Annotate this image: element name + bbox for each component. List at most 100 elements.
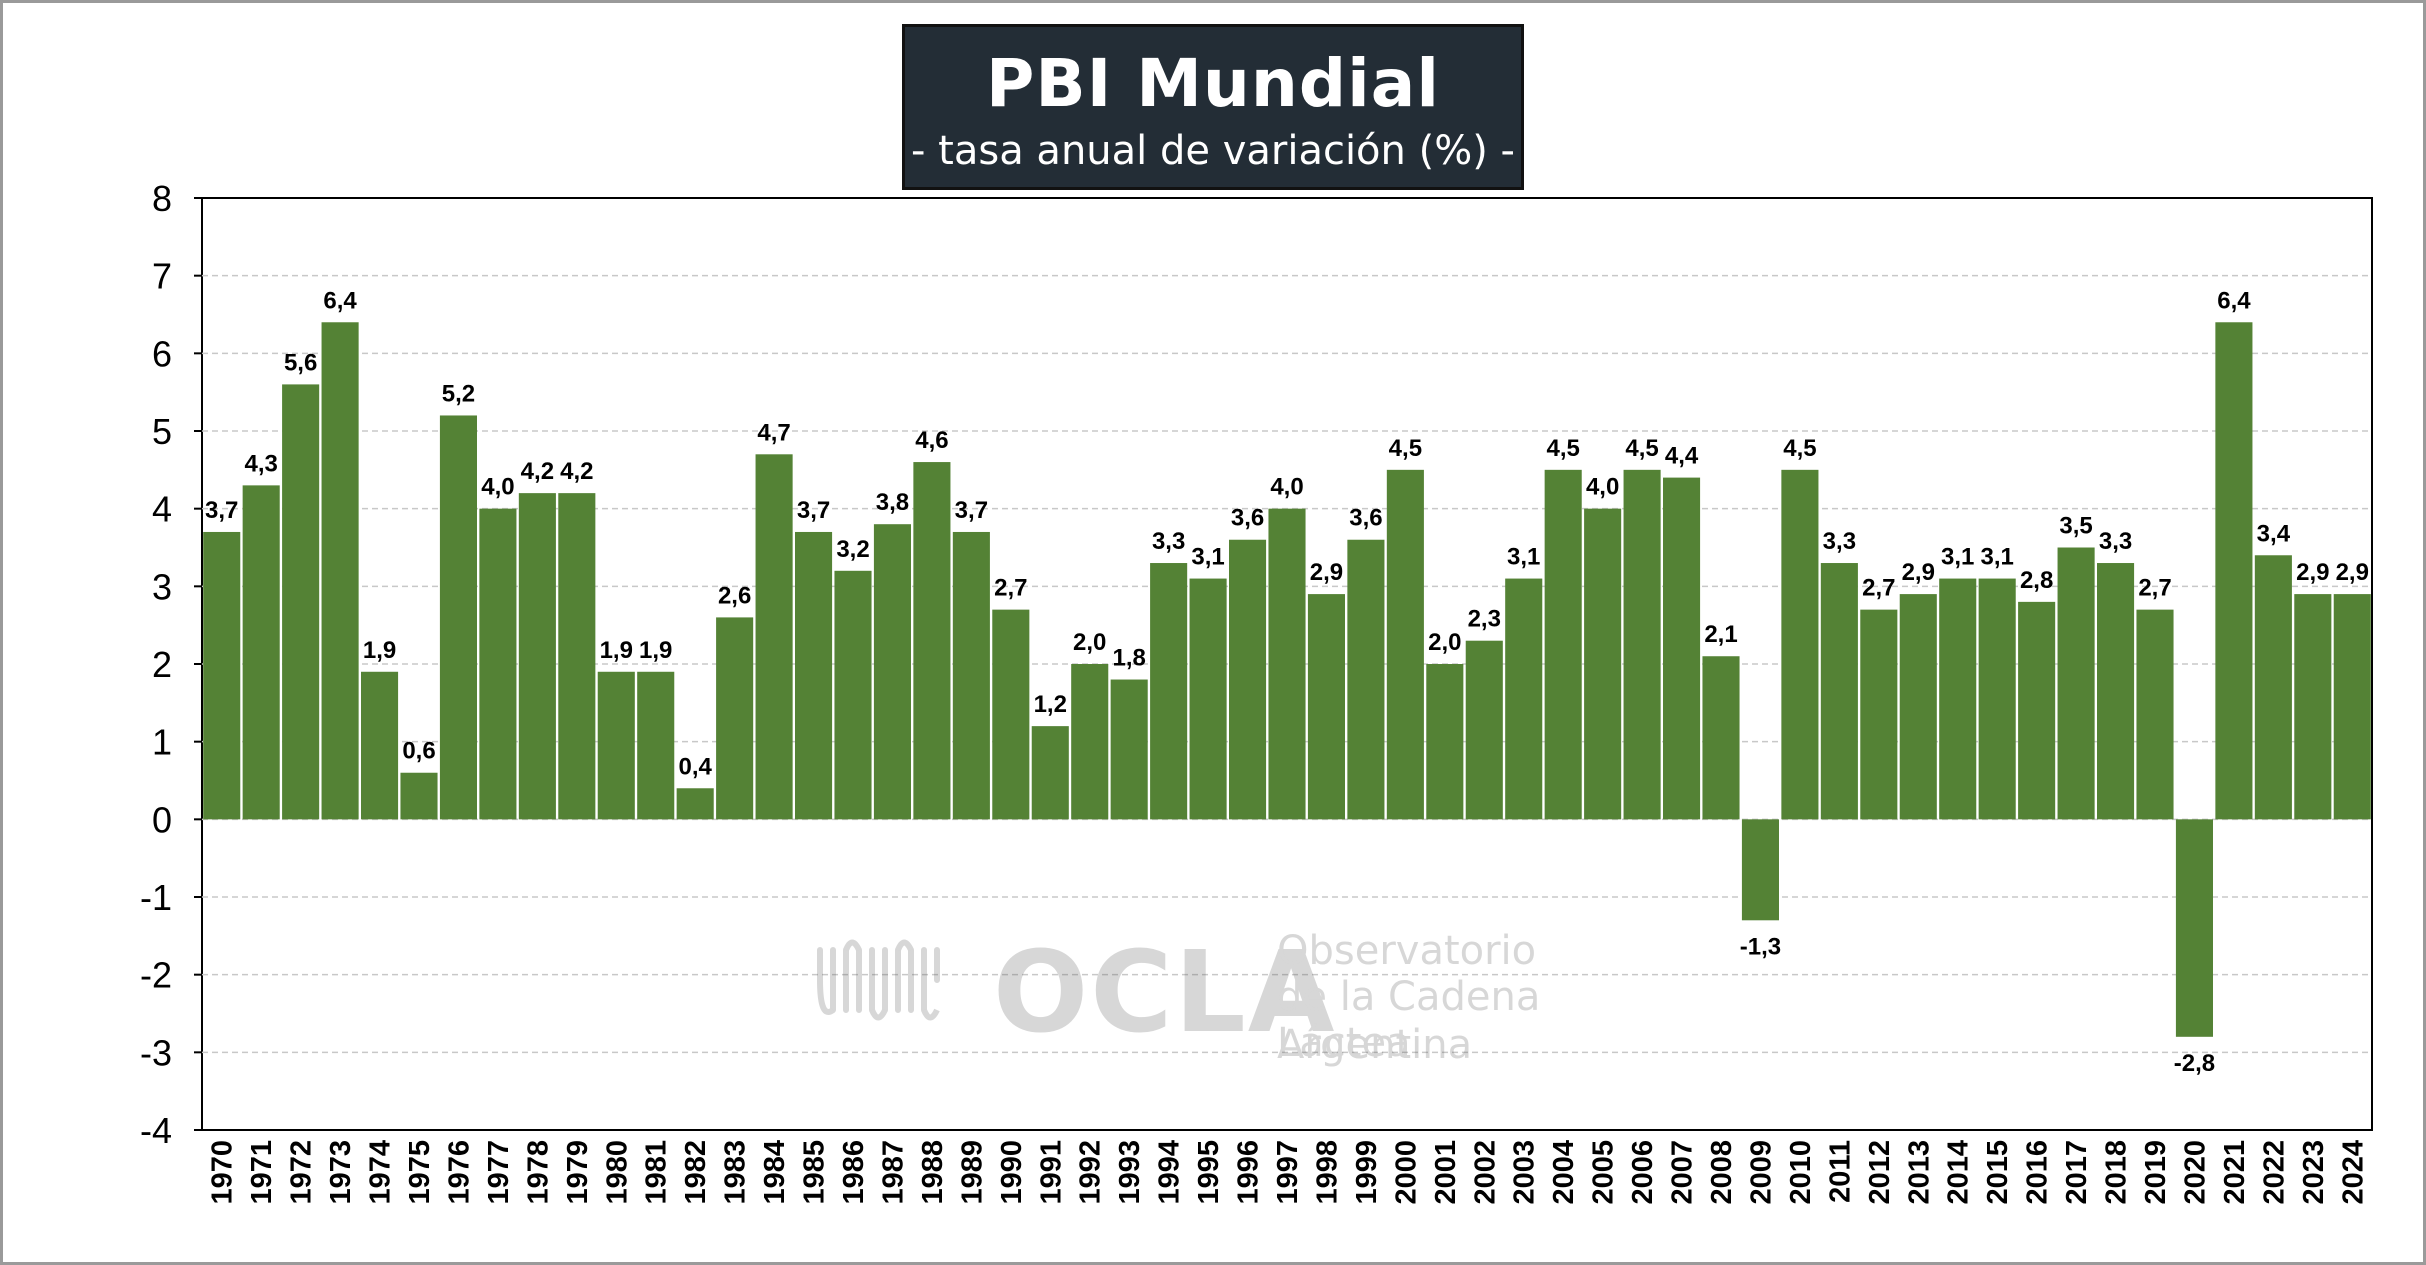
x-tick-label: 1996 [1233, 1140, 1265, 1205]
x-tick-label: 2017 [2061, 1140, 2093, 1205]
data-label: 1,9 [600, 637, 633, 664]
bar-2000 [1386, 469, 1424, 820]
x-tick-label: 2012 [1864, 1140, 1896, 1205]
y-tick-label: -2 [140, 955, 172, 996]
y-tick-label: 4 [152, 489, 172, 530]
x-tick-label: 2010 [1785, 1140, 1817, 1205]
bar-1979 [558, 493, 596, 820]
x-tick-label: 1997 [1272, 1140, 1304, 1205]
x-tick-label: 2005 [1588, 1140, 1620, 1205]
x-tick-label: 2009 [1745, 1140, 1777, 1205]
data-label: 2,7 [2138, 575, 2171, 602]
data-label: 3,8 [876, 489, 909, 516]
bar-1995 [1189, 578, 1227, 820]
y-tick-label: 0 [152, 799, 172, 840]
x-tick-label: 1978 [522, 1140, 554, 1205]
x-tick-label: 2004 [1548, 1140, 1580, 1205]
bar-2009 [1741, 819, 1779, 921]
x-tick-label: 2008 [1706, 1140, 1738, 1205]
data-label: 4,0 [1270, 474, 1303, 501]
x-tick-label: 1980 [601, 1140, 633, 1205]
bar-1996 [1229, 539, 1267, 820]
data-label: 2,9 [1902, 559, 1935, 586]
bar-2014 [1939, 578, 1977, 820]
x-tick-label: 1993 [1114, 1140, 1146, 1205]
x-tick-label: 1977 [483, 1140, 515, 1205]
data-label: 3,3 [1152, 528, 1185, 555]
x-tick-label: 1981 [641, 1140, 673, 1205]
data-label: 3,6 [1349, 505, 1382, 532]
bar-2006 [1623, 469, 1661, 820]
bar-2015 [1978, 578, 2016, 820]
x-tick-label: 2018 [2101, 1140, 2133, 1205]
bar-2024 [2333, 594, 2371, 820]
bar-1991 [1031, 726, 1069, 820]
data-label: 2,9 [1310, 559, 1343, 586]
x-tick-label: 2023 [2298, 1140, 2330, 1205]
x-tick-label: 1971 [246, 1140, 278, 1205]
x-tick-label: 1976 [443, 1140, 475, 1205]
bar-1994 [1150, 563, 1188, 820]
bar-2013 [1899, 594, 1937, 820]
data-label: -1,3 [1740, 933, 1781, 960]
data-label: 5,6 [284, 349, 317, 376]
bar-1986 [834, 570, 872, 820]
x-tick-label: 1990 [996, 1140, 1028, 1205]
x-tick-label: 1992 [1075, 1140, 1107, 1205]
bar-1983 [716, 617, 754, 820]
bar-1997 [1268, 508, 1306, 820]
x-tick-label: 2006 [1627, 1140, 1659, 1205]
x-tick-label: 1970 [207, 1140, 239, 1205]
y-tick-label: 5 [152, 411, 172, 452]
data-label: 0,4 [678, 753, 712, 780]
bar-1977 [479, 508, 517, 820]
x-tick-label: 2000 [1390, 1140, 1422, 1205]
x-tick-label: 2020 [2179, 1140, 2211, 1205]
bar-2011 [1820, 563, 1858, 820]
data-label: 0,6 [402, 738, 435, 765]
bar-2004 [1544, 469, 1582, 820]
bar-1982 [676, 788, 714, 820]
data-label: 3,2 [836, 536, 869, 563]
chart-title: PBI Mundial [986, 45, 1440, 122]
x-tick-label: 1985 [799, 1140, 831, 1205]
bar-1989 [952, 531, 990, 820]
y-tick-label: 6 [152, 333, 172, 374]
bar-2019 [2136, 609, 2174, 820]
bar-2001 [1426, 664, 1464, 820]
x-tick-label: 2019 [2140, 1140, 2172, 1205]
x-tick-label: 1991 [1035, 1140, 1067, 1205]
bar-1998 [1307, 594, 1345, 820]
data-label: 4,2 [560, 458, 593, 485]
x-tick-label: 2002 [1469, 1140, 1501, 1205]
data-label: 4,0 [1586, 474, 1619, 501]
x-tick-label: 1995 [1193, 1140, 1225, 1205]
bar-2005 [1584, 508, 1622, 820]
y-tick-label: -4 [140, 1110, 172, 1151]
bar-1988 [913, 462, 951, 820]
data-label: 2,7 [1862, 575, 1895, 602]
data-label: 3,5 [2059, 513, 2092, 540]
bar-2022 [2254, 555, 2292, 820]
watermark-line-3: Argentina [1277, 1022, 1473, 1068]
data-label: 3,4 [2257, 520, 2291, 547]
x-tick-label: 1982 [680, 1140, 712, 1205]
x-tick-label: 1989 [956, 1140, 988, 1205]
data-label: 1,9 [363, 637, 396, 664]
data-label: -2,8 [2174, 1050, 2215, 1077]
y-tick-label: 8 [152, 178, 172, 219]
x-tick-label: 1979 [562, 1140, 594, 1205]
bar-2008 [1702, 656, 1740, 820]
bar-2012 [1860, 609, 1898, 820]
bar-1985 [795, 531, 833, 820]
data-label: 2,7 [994, 575, 1027, 602]
x-tick-label: 1988 [917, 1140, 949, 1205]
data-label: 4,0 [481, 474, 514, 501]
x-tick-label: 1998 [1311, 1140, 1343, 1205]
data-label: 3,1 [1507, 544, 1540, 571]
x-tick-label: 2001 [1430, 1140, 1462, 1205]
x-tick-label: 1994 [1154, 1140, 1186, 1205]
bar-1993 [1110, 679, 1148, 820]
x-tick-label: 2011 [1824, 1140, 1856, 1203]
